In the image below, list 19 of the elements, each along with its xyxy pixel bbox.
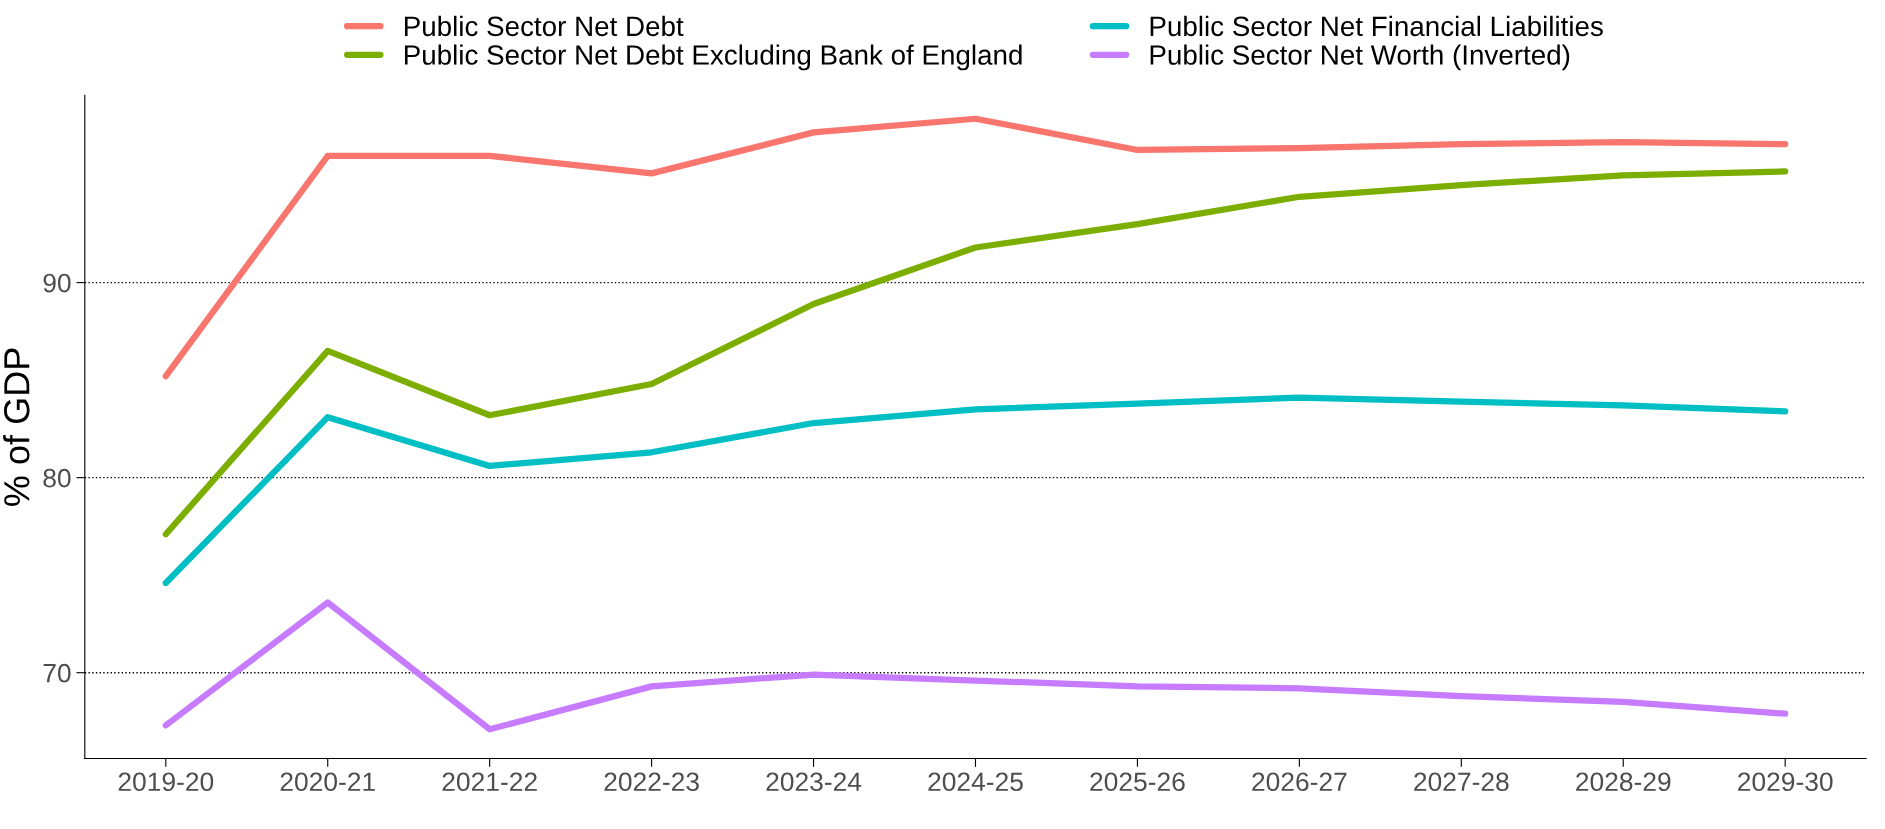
- y-tick-label: 70: [43, 663, 71, 683]
- x-tick-label: 2028-29: [1576, 772, 1671, 792]
- x-tick-label: 2029-30: [1738, 772, 1833, 792]
- legend-label: Public Sector Net Worth (Inverted): [1150, 44, 1570, 71]
- x-tick-label: 2022-23: [604, 772, 699, 792]
- y-tick-label: 80: [43, 468, 71, 488]
- x-tick-label: 2027-28: [1414, 772, 1509, 792]
- legend-label: Public Sector Net Debt Excluding Bank of England: [404, 44, 1022, 71]
- x-tick-label: 2021-22: [442, 772, 537, 792]
- legend-label: Public Sector Net Debt: [404, 15, 684, 37]
- x-tick-label: 2019-20: [118, 772, 214, 792]
- y-axis-title: % of GDP: [3, 348, 30, 506]
- legend-label: Public Sector Net Financial Liabilities: [1150, 15, 1603, 37]
- x-tick-label: 2025-26: [1090, 772, 1185, 792]
- x-tick-label: 2026-27: [1252, 772, 1347, 792]
- x-tick-label: 2023-24: [766, 772, 862, 792]
- x-tick-label: 2020-21: [280, 772, 375, 792]
- x-tick-label: 2024-25: [928, 772, 1023, 792]
- y-tick-label: 90: [43, 273, 71, 293]
